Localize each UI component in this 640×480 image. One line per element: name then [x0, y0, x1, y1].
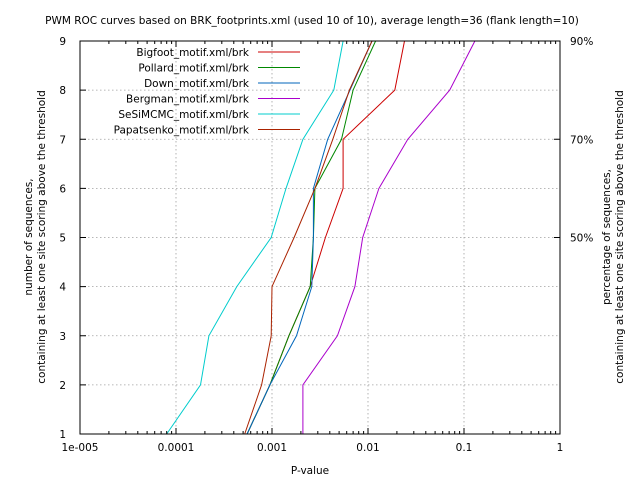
y-tick-label: 5	[59, 233, 66, 245]
legend-label: Down_motif.xml/brk	[144, 78, 250, 90]
series-line	[246, 40, 373, 435]
x-tick-label: 0.001	[257, 442, 287, 454]
x-tick-label: 1e-005	[62, 442, 99, 454]
y-tick-label: 1	[59, 429, 66, 441]
y-tick-label: 6	[59, 183, 66, 195]
legend-label: Papatsenko_motif.xml/brk	[114, 125, 250, 137]
legend-label: Bergman_motif.xml/brk	[126, 94, 250, 106]
series-line	[166, 40, 344, 435]
legend-label: Pollard_motif.xml/brk	[138, 63, 250, 75]
series-line	[244, 40, 373, 435]
y-tick-label: 8	[59, 85, 66, 97]
y2-axis-label-line2: containing at least one site scoring abo…	[614, 90, 626, 383]
y-tick-label: 3	[59, 331, 66, 343]
axis-ticks: 1e-005 0.0001 0.001 0.01 0.1 1 1 2 3 4 5 6 7 8 9 50% 70%…	[59, 36, 593, 454]
y-tick-label: 4	[59, 282, 66, 294]
x-axis-label: P-value	[291, 465, 329, 477]
y-tick-label: 7	[59, 134, 66, 146]
x-tick-label: 1	[557, 442, 564, 454]
y-axis-label: number of sequences, containing at least…	[23, 90, 48, 383]
y2-axis-label: percentage of sequences, containing at l…	[601, 90, 626, 383]
y-axis-label-line2: containing at least one site scoring abo…	[36, 90, 48, 383]
x-tick-label: 0.01	[356, 442, 379, 454]
y-tick-label: 9	[59, 36, 66, 48]
chart-title: PWM ROC curves based on BRK_footprints.x…	[45, 15, 579, 27]
y2-tick-label: 70%	[570, 134, 593, 146]
legend-label: SeSiMCMC_motif.xml/brk	[118, 109, 250, 121]
x-tick-label: 0.1	[456, 442, 473, 454]
x-tick-label: 0.0001	[158, 442, 195, 454]
y2-tick-label: 90%	[570, 36, 593, 48]
y2-tick-label: 50%	[570, 233, 593, 245]
legend-label: Bigfoot_motif.xml/brk	[136, 47, 250, 59]
series-line	[302, 40, 476, 434]
legend: Bigfoot_motif.xml/brk Pollard_motif.xml/b…	[114, 47, 300, 137]
y-axis-label-line1: number of sequences,	[23, 178, 35, 295]
series-lines	[166, 40, 476, 435]
y-tick-label: 2	[59, 380, 66, 392]
y2-axis-label-line1: percentage of sequences,	[601, 169, 613, 305]
